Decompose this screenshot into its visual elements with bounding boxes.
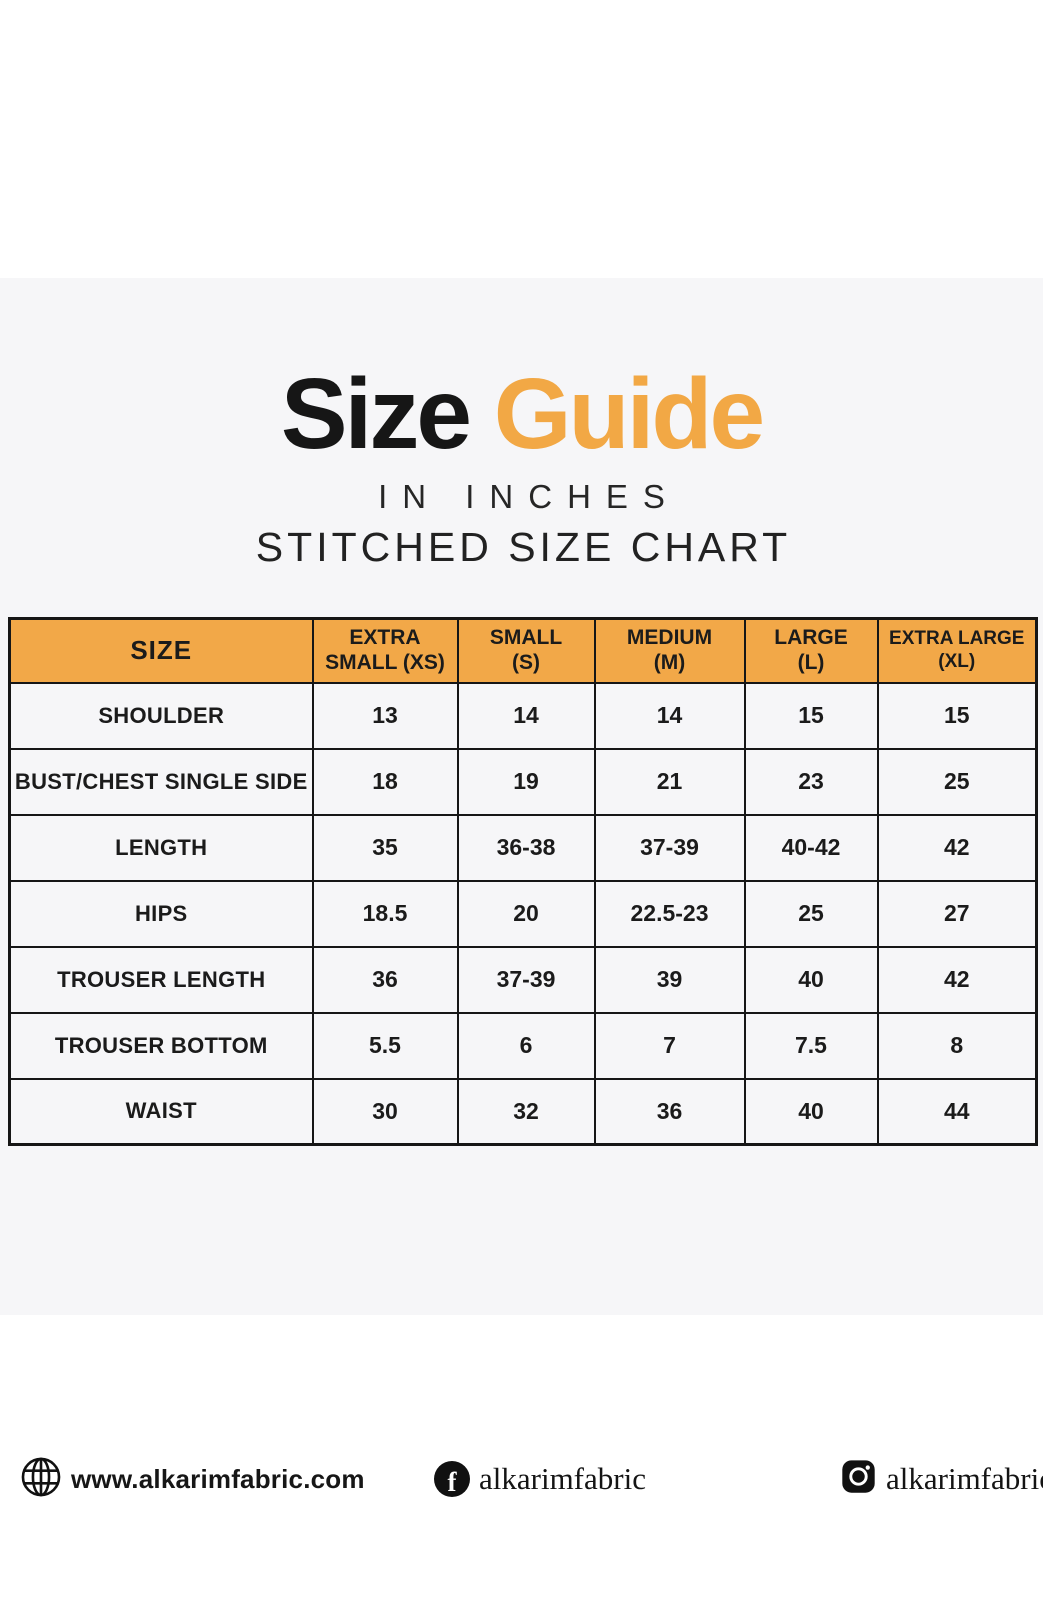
cell-value: 37-39 bbox=[593, 813, 746, 882]
cell-value: 37-39 bbox=[456, 945, 596, 1014]
row-label-hips: HIPS bbox=[8, 879, 314, 948]
footer: www.alkarimfabric.com f alkarimfabric al… bbox=[0, 1454, 1043, 1504]
size-chart-table: SIZE EXTRA SMALL (XS) SMALL (S) MEDIUM (… bbox=[8, 617, 1038, 1146]
row-label-length: LENGTH bbox=[8, 813, 314, 882]
subtitle-in-inches: IN INCHES bbox=[378, 478, 680, 515]
title-word-size: Size bbox=[280, 358, 472, 470]
cell-value: 30 bbox=[311, 1077, 459, 1146]
cell-value: 15 bbox=[743, 681, 879, 750]
cell-value: 7.5 bbox=[743, 1011, 879, 1080]
header-extra-large: EXTRA LARGE (XL) bbox=[876, 617, 1038, 684]
cell-value: 21 bbox=[593, 747, 746, 816]
cell-value: 23 bbox=[743, 747, 879, 816]
instagram-handle: alkarimfabrics bbox=[886, 1461, 1043, 1496]
row-label-trouser-length: TROUSER LENGTH bbox=[8, 945, 314, 1014]
cell-value: 7 bbox=[593, 1011, 746, 1080]
cell-value: 18.5 bbox=[311, 879, 459, 948]
cell-value: 39 bbox=[593, 945, 746, 1014]
cell-value: 40 bbox=[743, 945, 879, 1014]
cell-value: 32 bbox=[456, 1077, 596, 1146]
header-extra-small: EXTRA SMALL (XS) bbox=[311, 617, 459, 684]
globe-icon bbox=[20, 1456, 62, 1503]
table-row: LENGTH 35 36-38 37-39 40-42 42 bbox=[8, 813, 1038, 882]
table-row: TROUSER BOTTOM 5.5 6 7 7.5 8 bbox=[8, 1011, 1038, 1080]
website-link-group: www.alkarimfabric.com bbox=[20, 1454, 365, 1504]
title-block: Size Guide IN INCHES STITCHED SIZE CHART bbox=[0, 364, 1043, 571]
cell-value: 40 bbox=[743, 1077, 879, 1146]
website-url: www.alkarimfabric.com bbox=[71, 1463, 365, 1494]
facebook-handle: alkarimfabric bbox=[479, 1461, 646, 1496]
table-row: HIPS 18.5 20 22.5-23 25 27 bbox=[8, 879, 1038, 948]
row-label-waist: WAIST bbox=[8, 1077, 314, 1146]
cell-value: 13 bbox=[311, 681, 459, 750]
instagram-link-group: alkarimfabrics bbox=[840, 1454, 1043, 1504]
header-size: SIZE bbox=[8, 617, 314, 684]
cell-value: 42 bbox=[876, 945, 1038, 1014]
table-row: TROUSER LENGTH 36 37-39 39 40 42 bbox=[8, 945, 1038, 1014]
cell-value: 36 bbox=[593, 1077, 746, 1146]
facebook-icon: f bbox=[434, 1461, 470, 1497]
cell-value: 19 bbox=[456, 747, 596, 816]
title-word-guide: Guide bbox=[493, 358, 765, 470]
cell-value: 14 bbox=[593, 681, 746, 750]
row-label-bust-chest: BUST/CHEST SINGLE SIDE bbox=[8, 747, 314, 816]
cell-value: 14 bbox=[456, 681, 596, 750]
cell-value: 18 bbox=[311, 747, 459, 816]
cell-value: 15 bbox=[876, 681, 1038, 750]
instagram-icon bbox=[840, 1458, 877, 1500]
cell-value: 40-42 bbox=[743, 813, 879, 882]
cell-value: 36-38 bbox=[456, 813, 596, 882]
table-row: SHOULDER 13 14 14 15 15 bbox=[8, 681, 1038, 750]
cell-value: 25 bbox=[743, 879, 879, 948]
header-medium: MEDIUM (M) bbox=[593, 617, 746, 684]
cell-value: 20 bbox=[456, 879, 596, 948]
cell-value: 44 bbox=[876, 1077, 1038, 1146]
table-header-row: SIZE EXTRA SMALL (XS) SMALL (S) MEDIUM (… bbox=[8, 617, 1038, 684]
cell-value: 5.5 bbox=[311, 1011, 459, 1080]
cell-value: 25 bbox=[876, 747, 1038, 816]
row-label-trouser-bottom: TROUSER BOTTOM bbox=[8, 1011, 314, 1080]
subtitle-stitched-size-chart: STITCHED SIZE CHART bbox=[255, 524, 792, 570]
cell-value: 8 bbox=[876, 1011, 1038, 1080]
cell-value: 36 bbox=[311, 945, 459, 1014]
row-label-shoulder: SHOULDER bbox=[8, 681, 314, 750]
page-title: Size Guide bbox=[0, 364, 1043, 464]
size-guide-panel: Size Guide IN INCHES STITCHED SIZE CHART… bbox=[0, 278, 1043, 1497]
header-large: LARGE (L) bbox=[743, 617, 879, 684]
table-row: WAIST 30 32 36 40 44 bbox=[8, 1077, 1038, 1146]
table-row: BUST/CHEST SINGLE SIDE 18 19 21 23 25 bbox=[8, 747, 1038, 816]
cell-value: 6 bbox=[456, 1011, 596, 1080]
cell-value: 42 bbox=[876, 813, 1038, 882]
facebook-link-group: f alkarimfabric bbox=[434, 1454, 646, 1504]
cell-value: 35 bbox=[311, 813, 459, 882]
header-small: SMALL (S) bbox=[456, 617, 596, 684]
cell-value: 22.5-23 bbox=[593, 879, 746, 948]
cell-value: 27 bbox=[876, 879, 1038, 948]
